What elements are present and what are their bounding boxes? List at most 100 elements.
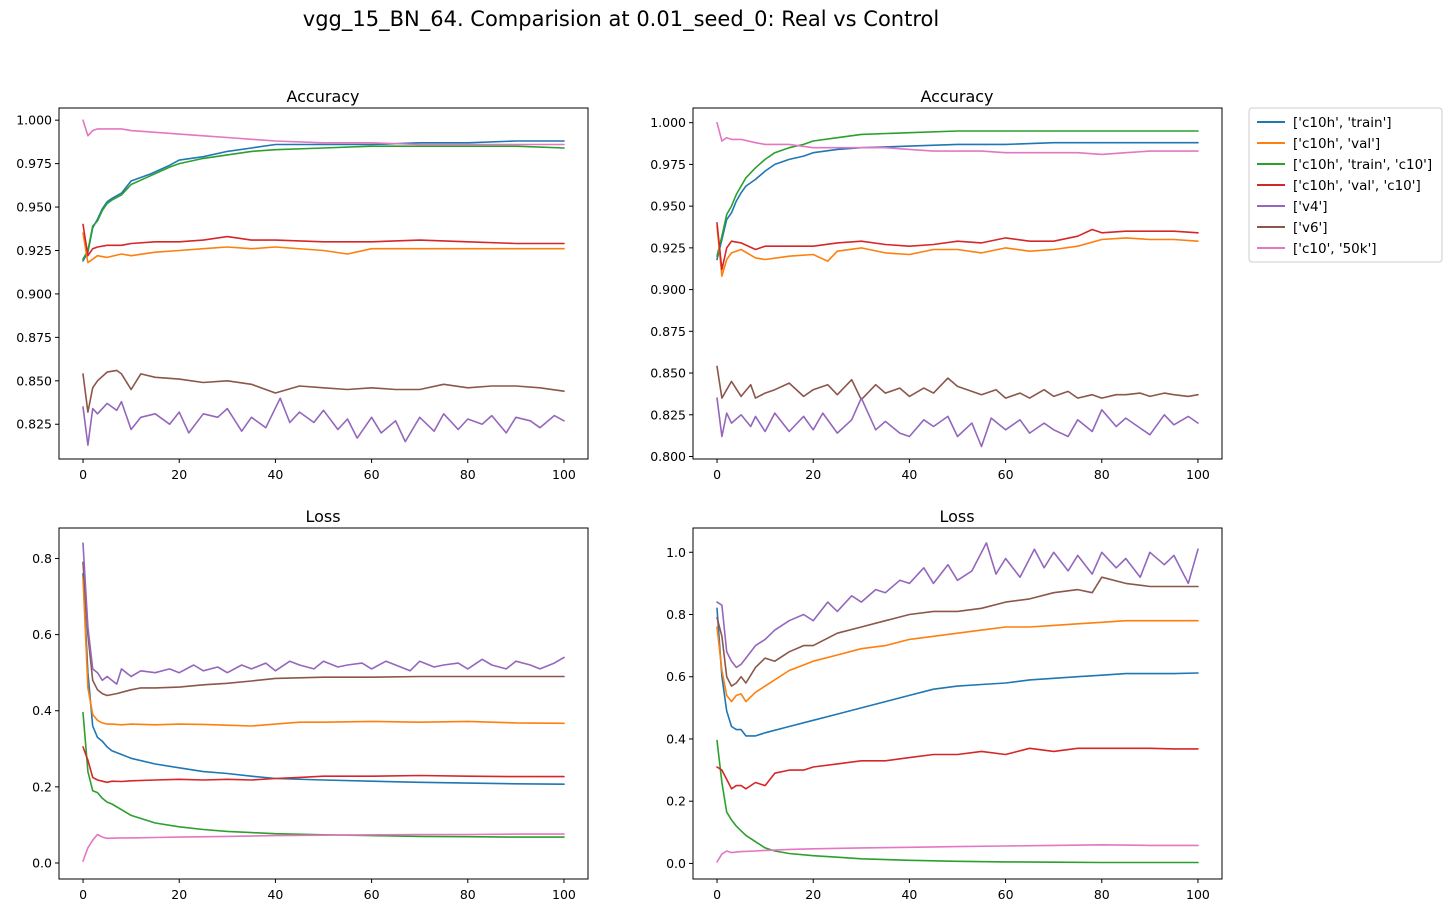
x-tick-label: 40 <box>901 467 917 482</box>
x-tick-label: 40 <box>267 887 283 902</box>
legend-frame <box>1248 107 1443 263</box>
plot-title: Accuracy <box>286 87 359 106</box>
y-tick-label: 0.0 <box>666 856 686 871</box>
series-line-c10h-val-c10 <box>82 223 565 257</box>
axes-frame <box>58 107 589 460</box>
legend-entry: ['v6'] <box>1257 220 1328 236</box>
x-tick-label: 20 <box>171 467 187 482</box>
axes-frame <box>692 527 1223 880</box>
legend-entry: ['c10', '50k'] <box>1257 241 1377 257</box>
x-tick-label: 0 <box>713 467 721 482</box>
series-line-c10h-val-c10 <box>716 222 1199 271</box>
y-tick-label: 0.975 <box>16 156 52 171</box>
x-tick-label: 80 <box>1094 887 1110 902</box>
legend-label: ['v4'] <box>1293 199 1328 215</box>
series-line-c10-50k <box>716 843 1199 863</box>
y-tick-label: 0.2 <box>32 779 52 794</box>
legend: ['c10h', 'train'] ['c10h', 'val'] ['c10h… <box>1248 107 1443 263</box>
series-line-v6 <box>716 365 1199 401</box>
series-line-v4 <box>82 542 565 685</box>
y-tick-label: 0.8 <box>32 551 52 566</box>
y-tick-label: 0.800 <box>650 449 686 464</box>
x-tick-label: 40 <box>901 887 917 902</box>
x-tick-label: 0 <box>713 887 721 902</box>
x-tick-label: 20 <box>805 467 821 482</box>
plot-title: Accuracy <box>920 87 993 106</box>
series-line-c10h-train <box>716 607 1199 737</box>
y-tick-label: 0.825 <box>650 407 686 422</box>
plot-title: Loss <box>939 507 974 526</box>
legend-label: ['c10h', 'val'] <box>1293 136 1380 152</box>
plot-accuracy-real: Accuracy 0 20 40 60 80 100 0.825 0.850 0.875 0.90… <box>16 87 589 482</box>
series-line-v6 <box>82 561 565 697</box>
legend-label: ['c10h', 'train', 'c10'] <box>1293 157 1432 173</box>
x-tick-label: 100 <box>552 467 576 482</box>
series-line-c10h-train <box>716 141 1199 261</box>
legend-entry: ['c10h', 'train', 'c10'] <box>1257 157 1432 173</box>
x-tick-label: 60 <box>998 467 1014 482</box>
y-tick-label: 0.925 <box>16 243 52 258</box>
y-tick-label: 0.925 <box>650 240 686 255</box>
plot-loss-control: Loss 0 20 40 60 80 100 0.0 0.2 0.4 0.6 0.8 1.0 <box>666 507 1223 902</box>
series-line-c10h-train-c10 <box>716 739 1199 864</box>
y-tick-label: 0.4 <box>32 703 52 718</box>
legend-label: ['v6'] <box>1293 220 1328 236</box>
legend-entry: ['c10h', 'val'] <box>1257 136 1380 152</box>
series-line-c10h-val <box>716 225 1199 278</box>
y-tick-label: 0.950 <box>16 200 52 215</box>
x-tick-label: 80 <box>460 467 476 482</box>
legend-entry: ['c10h', 'val', 'c10'] <box>1257 178 1421 194</box>
x-tick-label: 60 <box>998 887 1014 902</box>
series-line-c10h-train <box>82 572 565 786</box>
series-line-c10-50k <box>82 833 565 862</box>
series-line-c10h-val <box>82 232 565 264</box>
series-line-v6 <box>716 576 1199 687</box>
y-tick-label: 0.2 <box>666 794 686 809</box>
series-line-v4 <box>716 542 1199 669</box>
plot-loss-real: Loss 0 20 40 60 80 100 0.0 0.2 0.4 0.6 0.8 <box>32 507 589 902</box>
x-tick-label: 100 <box>552 887 576 902</box>
axes-frame <box>692 107 1223 460</box>
y-tick-label: 0.975 <box>650 157 686 172</box>
y-tick-label: 0.850 <box>650 366 686 381</box>
y-tick-label: 1.0 <box>666 545 686 560</box>
y-tick-label: 0.4 <box>666 731 686 746</box>
series-line-c10h-val <box>82 576 565 727</box>
y-tick-label: 0.875 <box>16 330 52 345</box>
y-tick-label: 0.6 <box>666 669 686 684</box>
axes-frame <box>58 527 589 880</box>
x-tick-label: 80 <box>460 887 476 902</box>
x-tick-label: 40 <box>267 467 283 482</box>
series-line-c10h-val <box>716 619 1199 703</box>
x-tick-label: 0 <box>79 887 87 902</box>
legend-entry: ['c10h', 'train'] <box>1257 115 1392 131</box>
x-tick-label: 100 <box>1186 467 1210 482</box>
y-tick-label: 0.900 <box>16 286 52 301</box>
y-tick-label: 0.900 <box>650 282 686 297</box>
y-tick-label: 0.0 <box>32 856 52 871</box>
series-line-c10h-train-c10 <box>82 145 565 261</box>
y-tick-label: 0.825 <box>16 417 52 432</box>
y-tick-label: 0.875 <box>650 324 686 339</box>
y-tick-label: 0.6 <box>32 627 52 642</box>
legend-entry: ['v4'] <box>1257 199 1328 215</box>
series-line-v6 <box>82 369 565 413</box>
series-line-c10h-val-c10 <box>716 747 1199 790</box>
y-tick-label: 0.850 <box>16 373 52 388</box>
y-tick-label: 0.950 <box>650 199 686 214</box>
x-tick-label: 100 <box>1186 887 1210 902</box>
legend-label: ['c10h', 'train'] <box>1293 115 1392 131</box>
legend-label: ['c10h', 'val', 'c10'] <box>1293 178 1421 194</box>
x-tick-label: 60 <box>364 887 380 902</box>
y-tick-label: 1.000 <box>650 115 686 130</box>
series-line-c10-50k <box>716 121 1199 156</box>
series-line-c10h-train-c10 <box>82 711 565 838</box>
series-line-c10-50k <box>82 119 565 146</box>
series-line-v4 <box>716 397 1199 448</box>
y-tick-label: 0.8 <box>666 607 686 622</box>
x-tick-label: 60 <box>364 467 380 482</box>
legend-label: ['c10', '50k'] <box>1293 241 1377 257</box>
x-tick-label: 20 <box>805 887 821 902</box>
x-tick-label: 80 <box>1094 467 1110 482</box>
